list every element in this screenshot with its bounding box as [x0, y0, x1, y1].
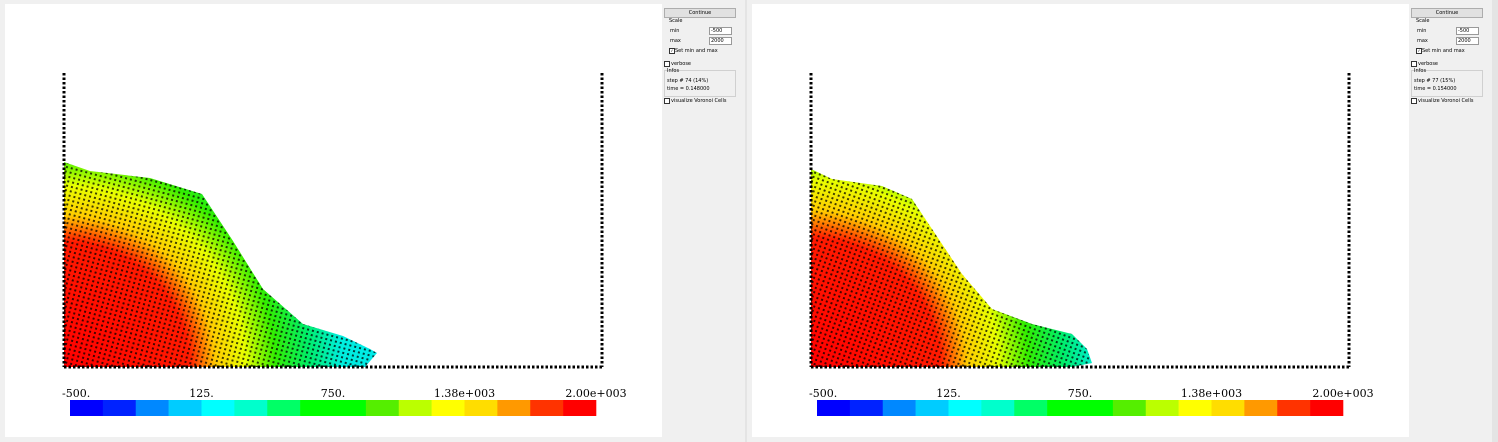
fluid-particles	[811, 169, 1092, 367]
infos-group	[1411, 70, 1483, 97]
max-input[interactable]: 2000	[1456, 37, 1479, 45]
colorbar-segment	[464, 400, 498, 416]
colorbar-segment	[849, 400, 884, 416]
colorbar-segment	[1080, 400, 1114, 416]
colorbar-segment	[1178, 400, 1212, 416]
render-canvas: -500. 125. 750. 1.38e+003 2.00e+003	[5, 4, 662, 437]
colorbar-label: 1.38e+003	[1181, 387, 1242, 400]
render-canvas: -500. 125. 750. 1.38e+003 2.00e+003	[752, 4, 1409, 437]
verbose-checkbox[interactable]	[664, 61, 670, 67]
colorbar-segment	[1047, 400, 1081, 416]
colorbar-segment	[563, 400, 597, 416]
colorbar-segment	[915, 400, 949, 416]
max-input[interactable]: 2000	[709, 37, 732, 45]
continue-button[interactable]: Continue	[664, 8, 736, 18]
colorbar-label: 750.	[1068, 387, 1093, 400]
colorbar-segment	[333, 400, 367, 416]
fluid-particles	[64, 162, 377, 367]
colorbar-segment	[70, 400, 104, 416]
colorbar-segment	[1211, 400, 1245, 416]
colorbar-segment	[1244, 400, 1278, 416]
infos-group	[664, 70, 736, 97]
min-input[interactable]: -500	[709, 27, 732, 35]
colorbar-segment	[102, 400, 137, 416]
colorbar-segment	[201, 400, 235, 416]
min-label: min	[1417, 28, 1427, 34]
voronoi-checkbox[interactable]	[664, 98, 670, 104]
app-window: -500. 125. 750. 1.38e+003 2.00e+003 Continue S…	[747, 0, 1492, 442]
colorbar-segment	[398, 400, 432, 416]
voronoi-label: visualize Voronoi Cells	[1418, 98, 1474, 104]
min-input[interactable]: -500	[1456, 27, 1479, 35]
colorbar-segment	[1014, 400, 1048, 416]
set-min-max-checkbox[interactable]: ✓	[669, 48, 675, 54]
colorbar-segment	[882, 400, 916, 416]
scale-title: Scale	[669, 18, 683, 24]
scale-title: Scale	[1416, 18, 1430, 24]
continue-button[interactable]: Continue	[1411, 8, 1483, 18]
set-min-max-label: Set min and max	[1422, 48, 1465, 54]
colorbar-segment	[431, 400, 465, 416]
colorbar-segment	[300, 400, 334, 416]
colorbar-segment	[267, 400, 301, 416]
colorbar-segment	[530, 400, 564, 416]
set-min-max-checkbox[interactable]: ✓	[1416, 48, 1422, 54]
simulation-view: -500. 125. 750. 1.38e+003 2.00e+003	[809, 73, 1374, 416]
time-info: time = 0.154000	[1414, 86, 1457, 92]
voronoi-checkbox[interactable]	[1411, 98, 1417, 104]
colorbar-segment	[948, 400, 982, 416]
set-min-max-label: Set min and max	[675, 48, 718, 54]
step-info: step # 74 (14%)	[667, 78, 709, 84]
colorbar-segment	[135, 400, 169, 416]
max-label: max	[670, 38, 681, 44]
colorbar-segment	[817, 400, 851, 416]
colorbar-label: 125.	[936, 387, 961, 400]
colorbar-segment	[365, 400, 400, 416]
colorbar-label: 1.38e+003	[434, 387, 495, 400]
verbose-label: verbose	[1418, 61, 1439, 67]
colorbar-label: 2.00e+003	[1312, 387, 1373, 400]
infos-title: Infos	[667, 68, 680, 74]
colorbar-segment	[1310, 400, 1344, 416]
simulation-view: -500. 125. 750. 1.38e+003 2.00e+003	[62, 73, 627, 416]
colorbar-segment	[234, 400, 268, 416]
colorbar-label: -500.	[62, 387, 90, 400]
max-label: max	[1417, 38, 1428, 44]
colorbar-label: 2.00e+003	[565, 387, 626, 400]
step-info: step # 77 (15%)	[1414, 78, 1456, 84]
verbose-label: verbose	[671, 61, 692, 67]
app-window: -500. 125. 750. 1.38e+003 2.00e+003 Continue S…	[0, 0, 745, 442]
colorbar-segment	[1112, 400, 1147, 416]
colorbar-segment	[168, 400, 202, 416]
infos-title: Infos	[1414, 68, 1427, 74]
time-info: time = 0.148000	[667, 86, 710, 92]
colorbar-label: 125.	[189, 387, 214, 400]
verbose-checkbox[interactable]	[1411, 61, 1417, 67]
colorbar-segment	[1277, 400, 1311, 416]
colorbar-label: -500.	[809, 387, 837, 400]
voronoi-label: visualize Voronoi Cells	[671, 98, 727, 104]
colorbar-segment	[1145, 400, 1179, 416]
min-label: min	[670, 28, 680, 34]
colorbar-label: 750.	[321, 387, 346, 400]
colorbar-segment	[497, 400, 531, 416]
colorbar-segment	[981, 400, 1015, 416]
